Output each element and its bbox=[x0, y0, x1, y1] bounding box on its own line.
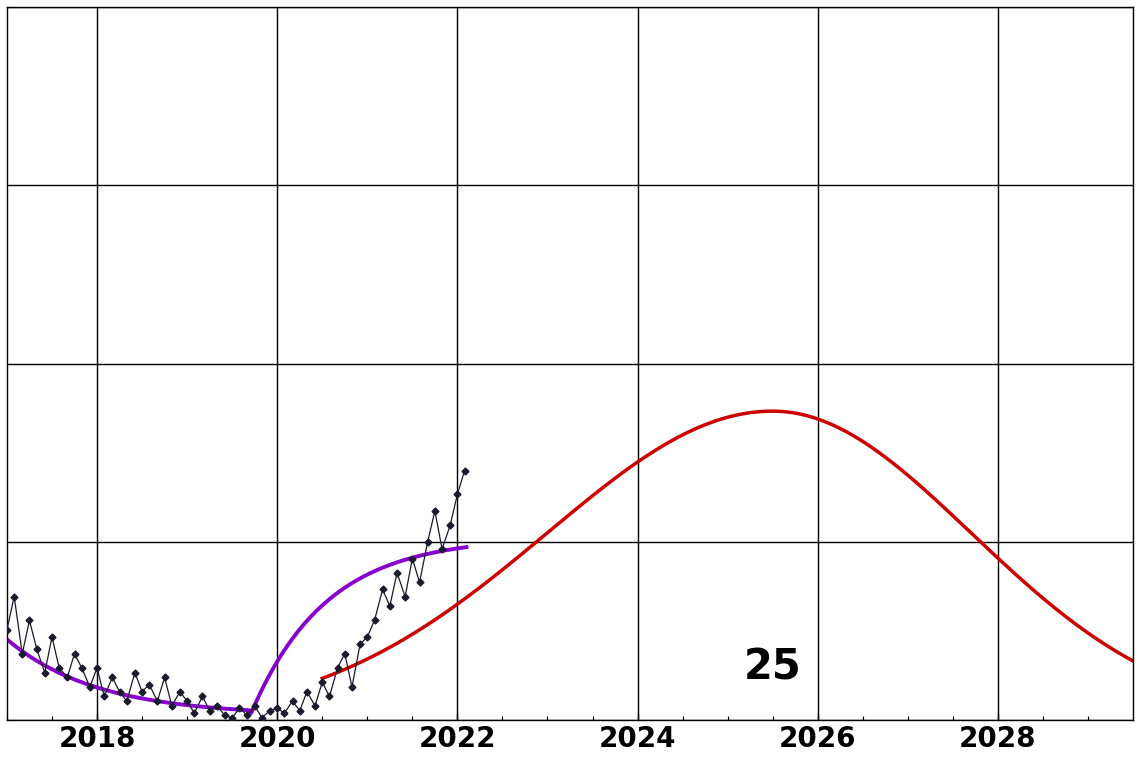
Text: 25: 25 bbox=[743, 647, 801, 689]
